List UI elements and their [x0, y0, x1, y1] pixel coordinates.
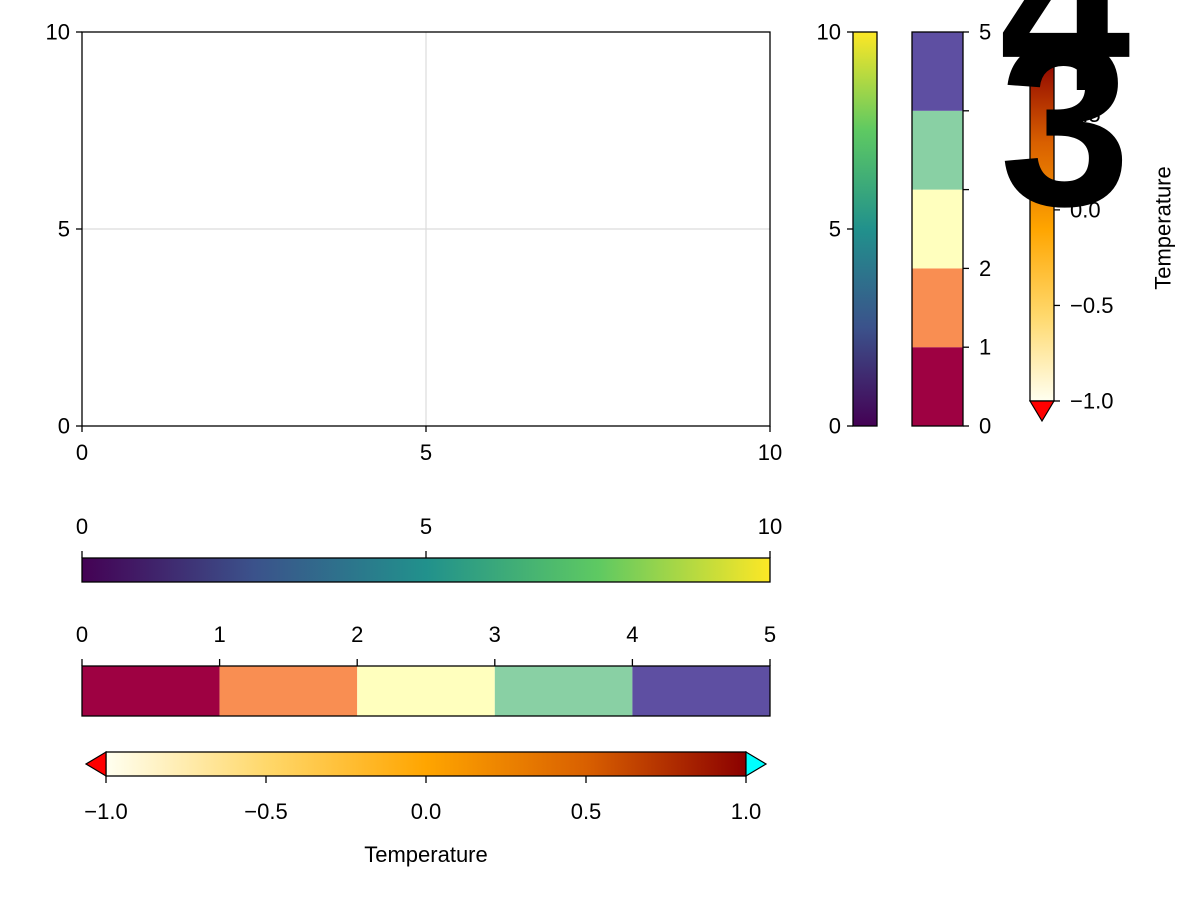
- colorbar-cell: [912, 189, 963, 269]
- colorbar-tick-label: −1.0: [84, 799, 127, 824]
- colorbar-heat-horizontal-fill: [105, 751, 747, 777]
- colorbar-tick-label: 0: [76, 514, 88, 539]
- colorbar-ticks: 0 5 10: [817, 20, 853, 439]
- lowclip-triangle: [84, 750, 107, 778]
- lowclip-triangle: [1028, 400, 1056, 423]
- colorbar-tick-label: 5: [829, 217, 841, 242]
- colorbar-tick-label: 1: [979, 335, 991, 360]
- colorbar-heat-vertical-fill: [1029, 56, 1055, 402]
- colorbar-tick-label: −1.0: [1070, 389, 1113, 414]
- y-tick-label: 10: [46, 20, 70, 45]
- colorbar-tick-label: 5: [764, 622, 776, 647]
- colorbar-heat-horizontal: −1.0 −0.5 0.0 0.5 1.0 Temperature: [84, 750, 768, 867]
- colorbar-cell: [494, 666, 633, 716]
- colorbar-tick-label: 2: [979, 256, 991, 281]
- colorbar-tick-label: −0.5: [1070, 293, 1113, 318]
- x-tick-label: 10: [758, 440, 782, 465]
- colorbar-viridis-vertical-fill: [852, 31, 878, 427]
- colorbar-tick-label: 0: [829, 414, 841, 439]
- colorbar-viridis-vertical: 0 5 10: [817, 20, 878, 439]
- overlay-glyphs: 3 4: [999, 0, 1130, 256]
- colorbar-tick-label: 5: [420, 514, 432, 539]
- y-axis-ticks: 0 5 10: [46, 20, 82, 439]
- colorbar-cell: [912, 268, 963, 348]
- glyph-four: 4: [999, 0, 1130, 141]
- colorbar-tick-label: 10: [758, 514, 782, 539]
- highclip-triangle: [745, 750, 768, 778]
- colorbar-tick-label: 1: [213, 622, 225, 647]
- colorbar-ticks: 0 1 2 3 4 5: [76, 622, 776, 666]
- colorbar-tick-label: 0.5: [1070, 102, 1101, 127]
- colorbar-ticks: −1.0 −0.5 0.0 0.5: [1054, 102, 1113, 414]
- main-axis: 0 5 10 0 5 10: [46, 20, 783, 466]
- colorbar-viridis-horizontal-fill: [81, 557, 771, 583]
- colorbar-cell: [912, 110, 963, 190]
- colorbar-tick-label: −0.5: [244, 799, 287, 824]
- colorbar-frame: [81, 665, 771, 717]
- colorbar-tick-label: 0: [979, 414, 991, 439]
- colorbar-frame: [911, 31, 964, 427]
- colorbar-heat-vertical: −1.0 −0.5 0.0 0.5 Temperature: [1028, 35, 1176, 423]
- colorbar-cells: [912, 32, 963, 426]
- colorbar-label: Temperature: [1151, 166, 1176, 290]
- colorbar-tick-label: 10: [817, 20, 841, 45]
- colorbar-tick-label: 0.0: [1070, 197, 1101, 222]
- y-tick-label: 5: [58, 217, 70, 242]
- colorbar-tick-label: 0: [76, 622, 88, 647]
- colorbar-viridis-horizontal: 0 5 10: [76, 514, 782, 583]
- colorbar-ticks: 0 5 10: [76, 514, 782, 558]
- grid: [82, 32, 770, 426]
- glyph-three: 3: [999, 0, 1130, 256]
- colorbar-tick-label: 4: [626, 622, 638, 647]
- colorbar-cell: [357, 666, 495, 716]
- x-tick-label: 5: [420, 440, 432, 465]
- y-tick-label: 0: [58, 414, 70, 439]
- colorbar-tick-label: 5: [979, 20, 991, 45]
- colorbar-cell: [912, 32, 963, 111]
- colorbar-tick-label: 1.0: [731, 799, 762, 824]
- colorbar-ticks: 0 1 2 5: [963, 20, 991, 439]
- colorbar-spectral-vertical: 0 1 2 5: [911, 20, 991, 439]
- colorbar-spectral-horizontal: 0 1 2 3 4 5: [76, 622, 776, 717]
- colorbar-tick-label: 0.0: [411, 799, 442, 824]
- colorbar-tick-label: 3: [489, 622, 501, 647]
- colorbar-cells: [82, 666, 770, 716]
- colorbar-tick-label: 0.5: [571, 799, 602, 824]
- colorbar-tick-label: 2: [351, 622, 363, 647]
- colorbar-label: Temperature: [364, 842, 488, 867]
- colorbar-cell: [632, 666, 770, 716]
- colorbar-ticks: −1.0 −0.5 0.0 0.5 1.0: [84, 776, 761, 824]
- colorbar-cell: [82, 666, 220, 716]
- x-tick-label: 0: [76, 440, 88, 465]
- highclip-triangle: [1028, 35, 1056, 58]
- colorbar-cell: [219, 666, 358, 716]
- colorbar-cell: [912, 347, 963, 426]
- x-axis-ticks: 0 5 10: [76, 426, 782, 465]
